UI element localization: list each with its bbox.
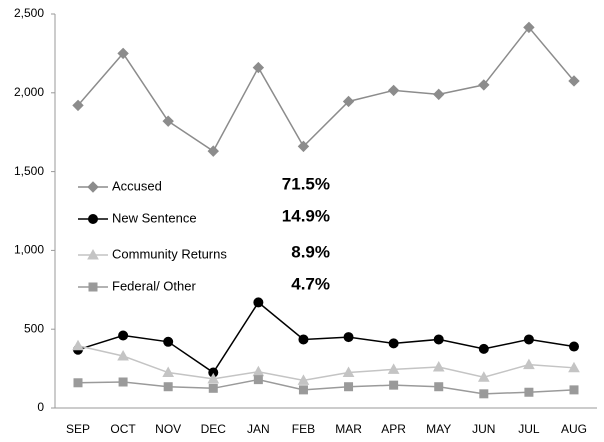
data-point [344, 382, 354, 392]
x-tick-label: MAR [335, 422, 362, 436]
legend-marker [88, 282, 98, 292]
data-point [207, 145, 219, 157]
series-line [77, 301, 575, 374]
data-point [298, 334, 309, 345]
y-tick-label: 1,000 [14, 243, 44, 257]
data-point [343, 332, 354, 343]
data-point [253, 297, 264, 308]
data-point [389, 380, 399, 390]
x-tick-label: OCT [110, 422, 136, 436]
legend-annotation: 8.9% [291, 242, 330, 261]
x-tick-label: JUL [518, 422, 540, 436]
legend-label: Accused [112, 178, 162, 193]
data-point [162, 366, 175, 378]
data-point [569, 385, 579, 395]
series-line [77, 378, 575, 395]
data-point [72, 339, 84, 351]
data-point [208, 383, 218, 393]
data-point [568, 361, 580, 373]
data-point [523, 21, 535, 34]
data-point [432, 360, 445, 372]
data-point [523, 358, 535, 370]
data-point [433, 88, 445, 101]
data-point [434, 382, 444, 392]
data-point [433, 334, 444, 345]
data-point [388, 338, 399, 349]
data-point [118, 330, 129, 341]
data-point [524, 387, 534, 397]
data-point [72, 99, 84, 112]
data-point [253, 375, 263, 385]
data-point [163, 382, 173, 392]
x-tick-label: JUN [472, 422, 495, 436]
series-line [77, 26, 575, 153]
legend-label: Community Returns [112, 246, 227, 261]
data-point [117, 349, 129, 361]
x-tick-label: FEB [292, 422, 315, 436]
data-point [342, 366, 355, 378]
legend-label: Federal/ Other [112, 278, 196, 293]
data-point [73, 378, 83, 388]
data-point [117, 47, 129, 60]
legend-annotation: 4.7% [291, 274, 330, 293]
legend-label: New Sentence [112, 210, 197, 225]
data-point [387, 363, 400, 374]
y-tick-label: 2,000 [14, 85, 44, 99]
series-line [77, 345, 575, 382]
x-tick-label: SEP [66, 422, 90, 436]
legend-marker [87, 181, 99, 193]
data-point [478, 79, 490, 91]
data-point [298, 385, 308, 395]
legend-annotation: 14.9% [282, 206, 330, 225]
y-tick-label: 2,500 [14, 6, 44, 20]
y-tick-label: 0 [37, 400, 44, 414]
x-tick-label: APR [381, 422, 406, 436]
data-point [163, 336, 174, 347]
data-point [387, 84, 400, 97]
y-tick-label: 500 [24, 321, 44, 335]
data-point [569, 341, 579, 352]
data-point [297, 140, 310, 153]
data-point [297, 374, 310, 385]
x-tick-label: AUG [561, 422, 587, 436]
x-tick-label: DEC [201, 422, 227, 436]
data-point [162, 115, 174, 127]
x-tick-label: JAN [247, 422, 270, 436]
data-point [568, 75, 580, 87]
legend-marker [88, 214, 98, 224]
data-point [478, 343, 489, 354]
data-point [477, 371, 490, 382]
data-point [479, 389, 489, 399]
data-point [207, 372, 220, 384]
x-tick-label: MAY [426, 422, 451, 436]
data-point [252, 365, 265, 377]
data-point [523, 334, 534, 345]
data-point [342, 95, 355, 108]
data-point [252, 61, 265, 74]
data-point [118, 377, 128, 387]
legend-annotation: 71.5% [282, 174, 330, 193]
y-tick-label: 1,500 [14, 164, 44, 178]
x-tick-label: NOV [155, 422, 181, 436]
legend-marker [87, 248, 99, 260]
